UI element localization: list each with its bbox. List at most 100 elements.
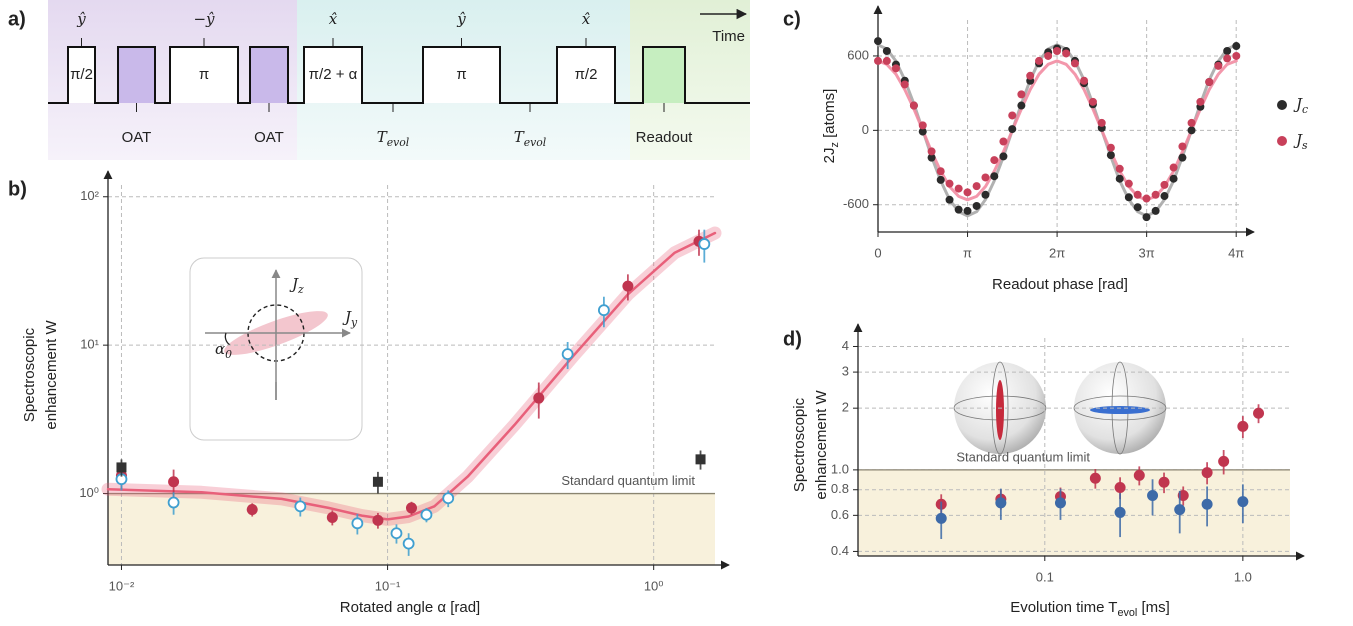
legend-label: Js — [1293, 131, 1308, 152]
x-tick-label: 10⁻¹ — [375, 578, 401, 593]
point — [1169, 174, 1178, 183]
point — [1133, 203, 1142, 212]
pulse-angle: π — [456, 66, 466, 83]
point — [1017, 101, 1026, 110]
x-tick-label: 10⁰ — [644, 578, 664, 593]
point — [1017, 90, 1026, 99]
panel-scatter: c) -600 0 600 0 π 2π 3π 4π Readout phase [rad] 2Jz… — [783, 5, 1308, 293]
pulse-angle: π — [199, 66, 209, 83]
point — [1054, 497, 1066, 509]
panel-scatter: b) 10⁰ 10¹ 10² 10⁻² 10⁻¹ 10⁰ Standard quantum l… — [8, 170, 730, 616]
pulse-axis: x̂ — [329, 10, 338, 28]
point — [963, 206, 972, 215]
panel-label: a) — [8, 8, 26, 30]
point — [909, 101, 918, 110]
point — [1151, 190, 1160, 199]
point — [1115, 164, 1124, 173]
inset-label: α0 — [215, 340, 232, 361]
point — [945, 179, 954, 188]
x-tick-label: 2π — [1049, 245, 1065, 260]
x-axis-title: Rotated angle α [rad] — [340, 599, 480, 616]
point — [990, 172, 999, 181]
point — [1115, 174, 1124, 183]
point — [1008, 125, 1017, 134]
point — [246, 504, 258, 516]
panel-label: b) — [8, 178, 27, 200]
point — [698, 238, 711, 250]
point — [597, 304, 610, 317]
point — [963, 188, 972, 197]
point — [882, 46, 891, 55]
step-label: OAT — [122, 129, 152, 146]
bloch-inset — [189, 257, 363, 441]
step-label: OAT — [254, 129, 284, 146]
point — [1106, 143, 1115, 152]
step-label: Tevol — [514, 128, 547, 149]
point — [1142, 194, 1151, 203]
point — [936, 175, 945, 184]
x-tick-label: 10⁻² — [109, 578, 135, 593]
sql-label: Standard quantum limit — [956, 449, 1090, 464]
pulse — [304, 47, 362, 103]
point — [972, 182, 981, 191]
point — [695, 454, 706, 465]
step-label: Readout — [636, 129, 694, 146]
y-tick-label: 1.0 — [831, 461, 849, 476]
point — [1223, 46, 1232, 55]
readout-box — [643, 47, 685, 103]
pulse-angle: π/2 — [70, 66, 93, 83]
point — [954, 184, 963, 193]
point — [981, 173, 990, 182]
point — [1106, 151, 1115, 160]
point — [1124, 179, 1133, 188]
point — [442, 492, 455, 505]
point — [981, 190, 990, 199]
point — [1178, 153, 1187, 162]
point — [1044, 51, 1053, 60]
x-tick-label: 0.1 — [1036, 569, 1054, 584]
point — [1218, 455, 1230, 467]
point — [900, 80, 909, 89]
point — [1201, 467, 1213, 479]
point — [1214, 61, 1223, 70]
point — [882, 56, 891, 65]
pulse-angle: π/2 + α — [309, 66, 358, 83]
point — [999, 152, 1008, 161]
point — [874, 56, 882, 65]
point — [874, 37, 882, 46]
pulse — [68, 47, 95, 103]
panel-label: d) — [783, 328, 802, 350]
point — [533, 392, 545, 404]
point — [1223, 54, 1232, 63]
y-tick-label: 0 — [862, 122, 869, 137]
pulse — [170, 47, 238, 103]
y-axis-title: Spectroscopic — [791, 397, 808, 492]
point — [1151, 206, 1160, 215]
point — [1035, 56, 1044, 65]
point — [1097, 118, 1106, 127]
y-tick-label: 600 — [847, 47, 869, 62]
point — [1205, 77, 1214, 86]
point — [1147, 489, 1159, 501]
legend-label: Jc — [1293, 95, 1308, 116]
point — [1070, 59, 1079, 68]
y-axis-title: Spectroscopic — [21, 327, 38, 422]
x-tick-label: 4π — [1228, 245, 1244, 260]
point — [622, 280, 634, 292]
y-tick-label: -600 — [843, 196, 869, 211]
point — [1124, 193, 1133, 202]
point — [1114, 506, 1126, 518]
sql-label: Standard quantum limit — [561, 473, 695, 488]
point — [936, 167, 945, 176]
point — [1158, 476, 1170, 488]
x-tick-label: 1.0 — [1234, 569, 1252, 584]
inset-label: Jy — [342, 308, 358, 329]
pulse-axis: ŷ — [76, 10, 86, 28]
legend-marker — [1277, 136, 1287, 146]
point — [1253, 407, 1265, 419]
point — [372, 514, 384, 526]
point — [1080, 76, 1089, 85]
y-axis-title: 2Jz [atoms] — [821, 89, 841, 164]
point — [972, 201, 981, 210]
point — [918, 127, 927, 136]
